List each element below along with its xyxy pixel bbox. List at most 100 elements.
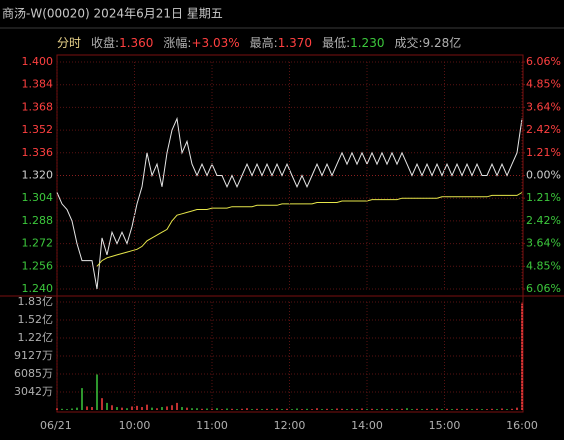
info-value: +3.03% [191,36,239,50]
volume-bar [316,408,318,410]
volume-bar [211,408,213,410]
y-tick-label: 1.400 [22,55,54,68]
volume-bar [131,406,133,410]
volume-bar [231,408,233,410]
volume-bar [371,408,373,410]
y-tick-label: 1.384 [22,78,54,91]
volume-bar [236,409,238,410]
volume-bar [181,407,183,410]
volume-bar [161,407,163,410]
x-tick-label: 11:00 [196,419,228,432]
volume-bar [271,409,273,410]
volume-bar [431,409,433,410]
volume-bar [436,408,438,410]
y-tick-label: 1.256 [22,259,54,272]
info-value: 9.28亿 [423,35,462,50]
y2-tick-label: 1.21% [526,146,561,159]
info-value: 1.370 [278,36,312,50]
info-value: 1.230 [350,36,384,50]
volume-bar [331,409,333,410]
volume-bar [186,407,188,410]
y2-tick-label: 4.85% [526,259,561,272]
volume-bar [196,408,198,410]
volume-bar [396,409,398,410]
volume-bar [281,409,283,410]
y-tick-label: 1.272 [22,237,54,250]
volume-bar [96,374,98,410]
volume-bar [81,388,83,410]
y2-tick-label: 0.00% [526,169,561,182]
volume-bar [401,408,403,410]
volume-bar [141,407,143,410]
y2-tick-label: 2.42% [526,214,561,227]
volume-bar [351,408,353,410]
x-tick-label: 15:00 [429,419,461,432]
y-tick-label: 1.22亿 [18,331,54,344]
volume-bar [191,408,193,410]
y-tick-label: 1.368 [22,100,54,113]
volume-bar [156,408,158,410]
volume-bar [56,408,58,410]
volume-bar [306,408,308,410]
volume-bar [326,408,328,410]
info-label: 最低: [322,36,350,50]
y2-tick-label: 2.42% [526,123,561,136]
volume-bar [426,408,428,410]
volume-bar [291,409,293,410]
y-tick-label: 1.83亿 [18,295,54,308]
y-tick-label: 1.336 [22,146,54,159]
volume-bar [111,405,113,410]
volume-bar [496,409,498,410]
volume-bar [261,409,263,410]
info-value: 1.360 [119,36,153,50]
volume-bar [411,409,413,410]
volume-bar [511,408,513,410]
volume-bar [476,408,478,410]
y-tick-label: 1.240 [22,282,54,295]
info-label: 收盘: [91,35,119,50]
volume-bar [361,408,363,410]
volume-bar [381,408,383,410]
y2-tick-label: 3.64% [526,100,561,113]
y-tick-label: 1.320 [22,169,54,182]
volume-bar [321,409,323,410]
x-tick-label: 16:00 [506,419,538,432]
x-tick-label: 10:00 [119,419,151,432]
volume-bar [86,406,88,410]
info-label: 分时 [57,36,81,50]
y2-tick-label: 3.64% [526,237,561,250]
y2-tick-label: 6.06% [526,282,561,295]
y-tick-label: 1.352 [22,123,54,136]
volume-bar [126,408,128,410]
volume-bar [341,408,343,410]
info-line: 分时 收盘:1.360 涨幅:+3.03% 最高:1.370 最低:1.230 成交:9.… [57,35,461,50]
volume-bar [516,407,518,410]
volume-bar [311,409,313,410]
x-tick-label: 14:00 [351,419,383,432]
y-tick-label: 1.304 [22,191,54,204]
volume-bar [416,408,418,410]
volume-bar [366,409,368,410]
volume-bar [491,408,493,410]
volume-bar [101,398,103,410]
volume-bar [251,409,253,410]
y-tick-label: 1.52亿 [18,313,54,326]
volume-bar [206,408,208,410]
volume-bar [441,409,443,410]
volume-bar [286,408,288,410]
volume-bar [201,408,203,410]
volume-bar [451,409,453,410]
volume-bar [61,408,63,410]
volume-bar [116,407,118,410]
y-tick-label: 9127万 [14,349,53,362]
volume-bar [276,408,278,410]
volume-bar [336,408,338,410]
x-tick-label: 06/21 [40,419,72,432]
volume-bar [106,402,108,410]
volume-bar [386,409,388,410]
volume-bar [456,408,458,410]
volume-bar [301,409,303,410]
volume-bar [226,408,228,410]
volume-bar [166,406,168,410]
